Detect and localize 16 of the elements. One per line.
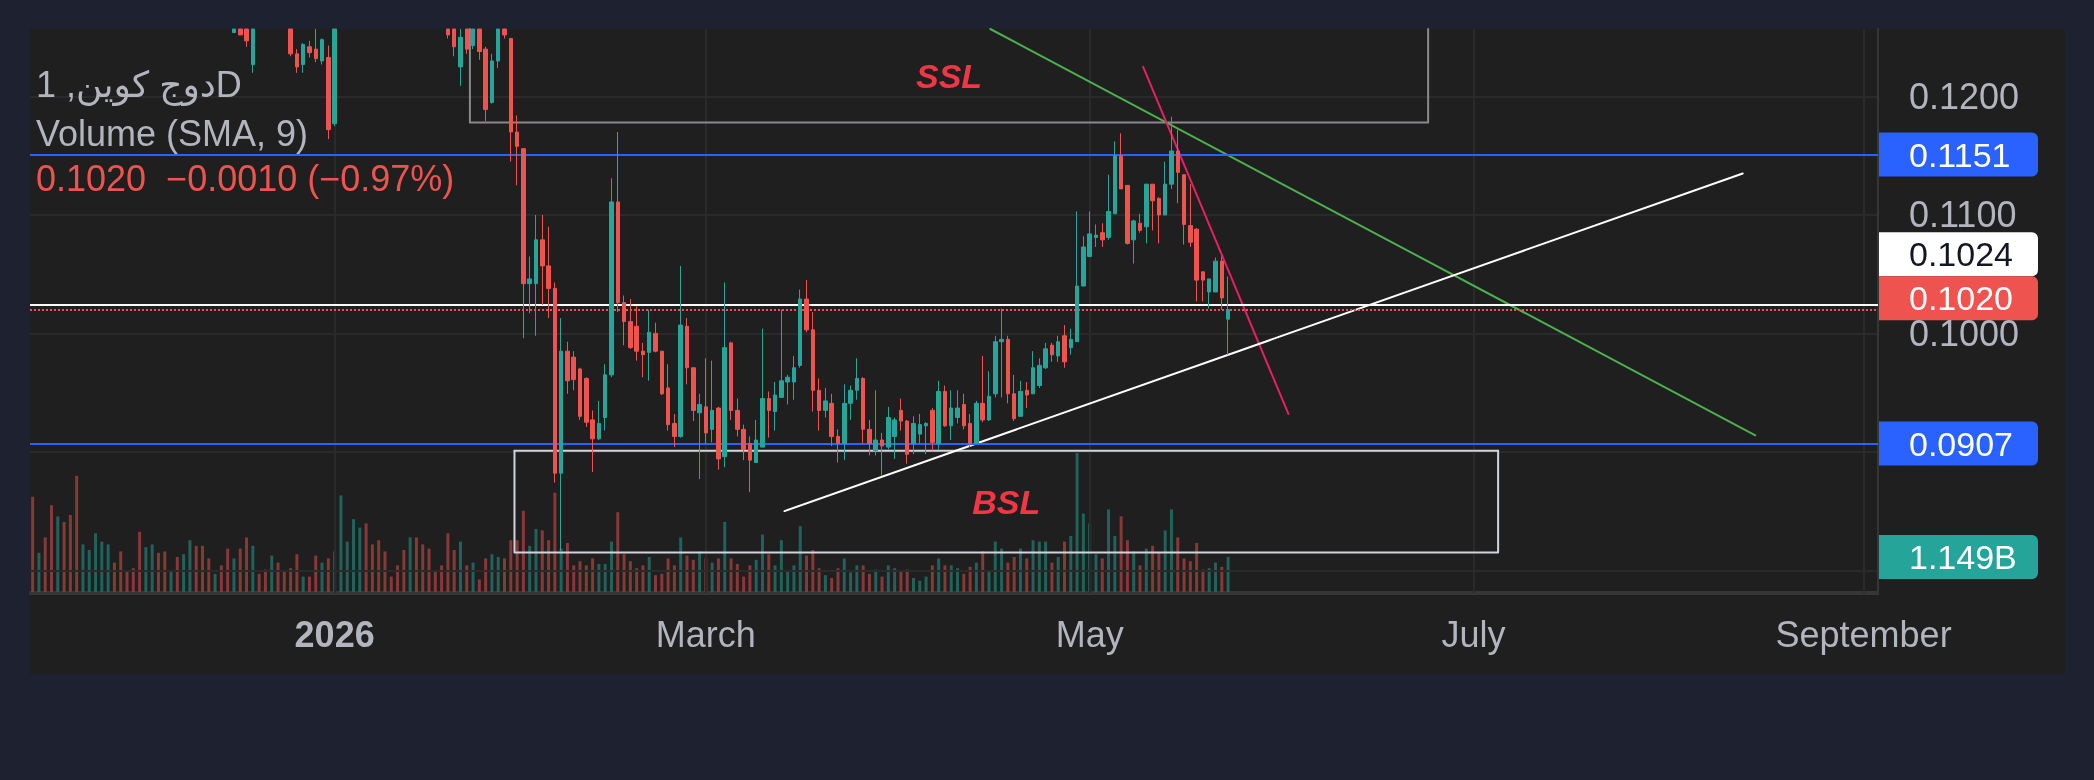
x-tick-label: 2026 [294,613,375,655]
x-tick-label: May [1055,613,1124,655]
text: دوج کوین, 1D [36,63,242,106]
text: 1.149B [1909,538,2017,576]
ref-line-label: 0.1151 [1909,135,2011,174]
x-tick-label: July [1441,613,1506,655]
y-tick-label: 0.1100 [1909,194,2017,236]
x-tick-label: September [1775,613,1952,655]
ref-line-label: 0.1024 [1909,235,2013,274]
y-tick-label: 0.1200 [1909,76,2020,118]
series-label: SSL [915,56,983,95]
series-label: BSL [972,482,1041,521]
chart-title: Volume (SMA, 9) [36,112,309,154]
text: 0.1020 −0.0010 (−0.97%) [36,157,455,199]
x-tick-label: March [655,613,756,655]
ref-line-label: 0.0907 [1909,424,2013,463]
